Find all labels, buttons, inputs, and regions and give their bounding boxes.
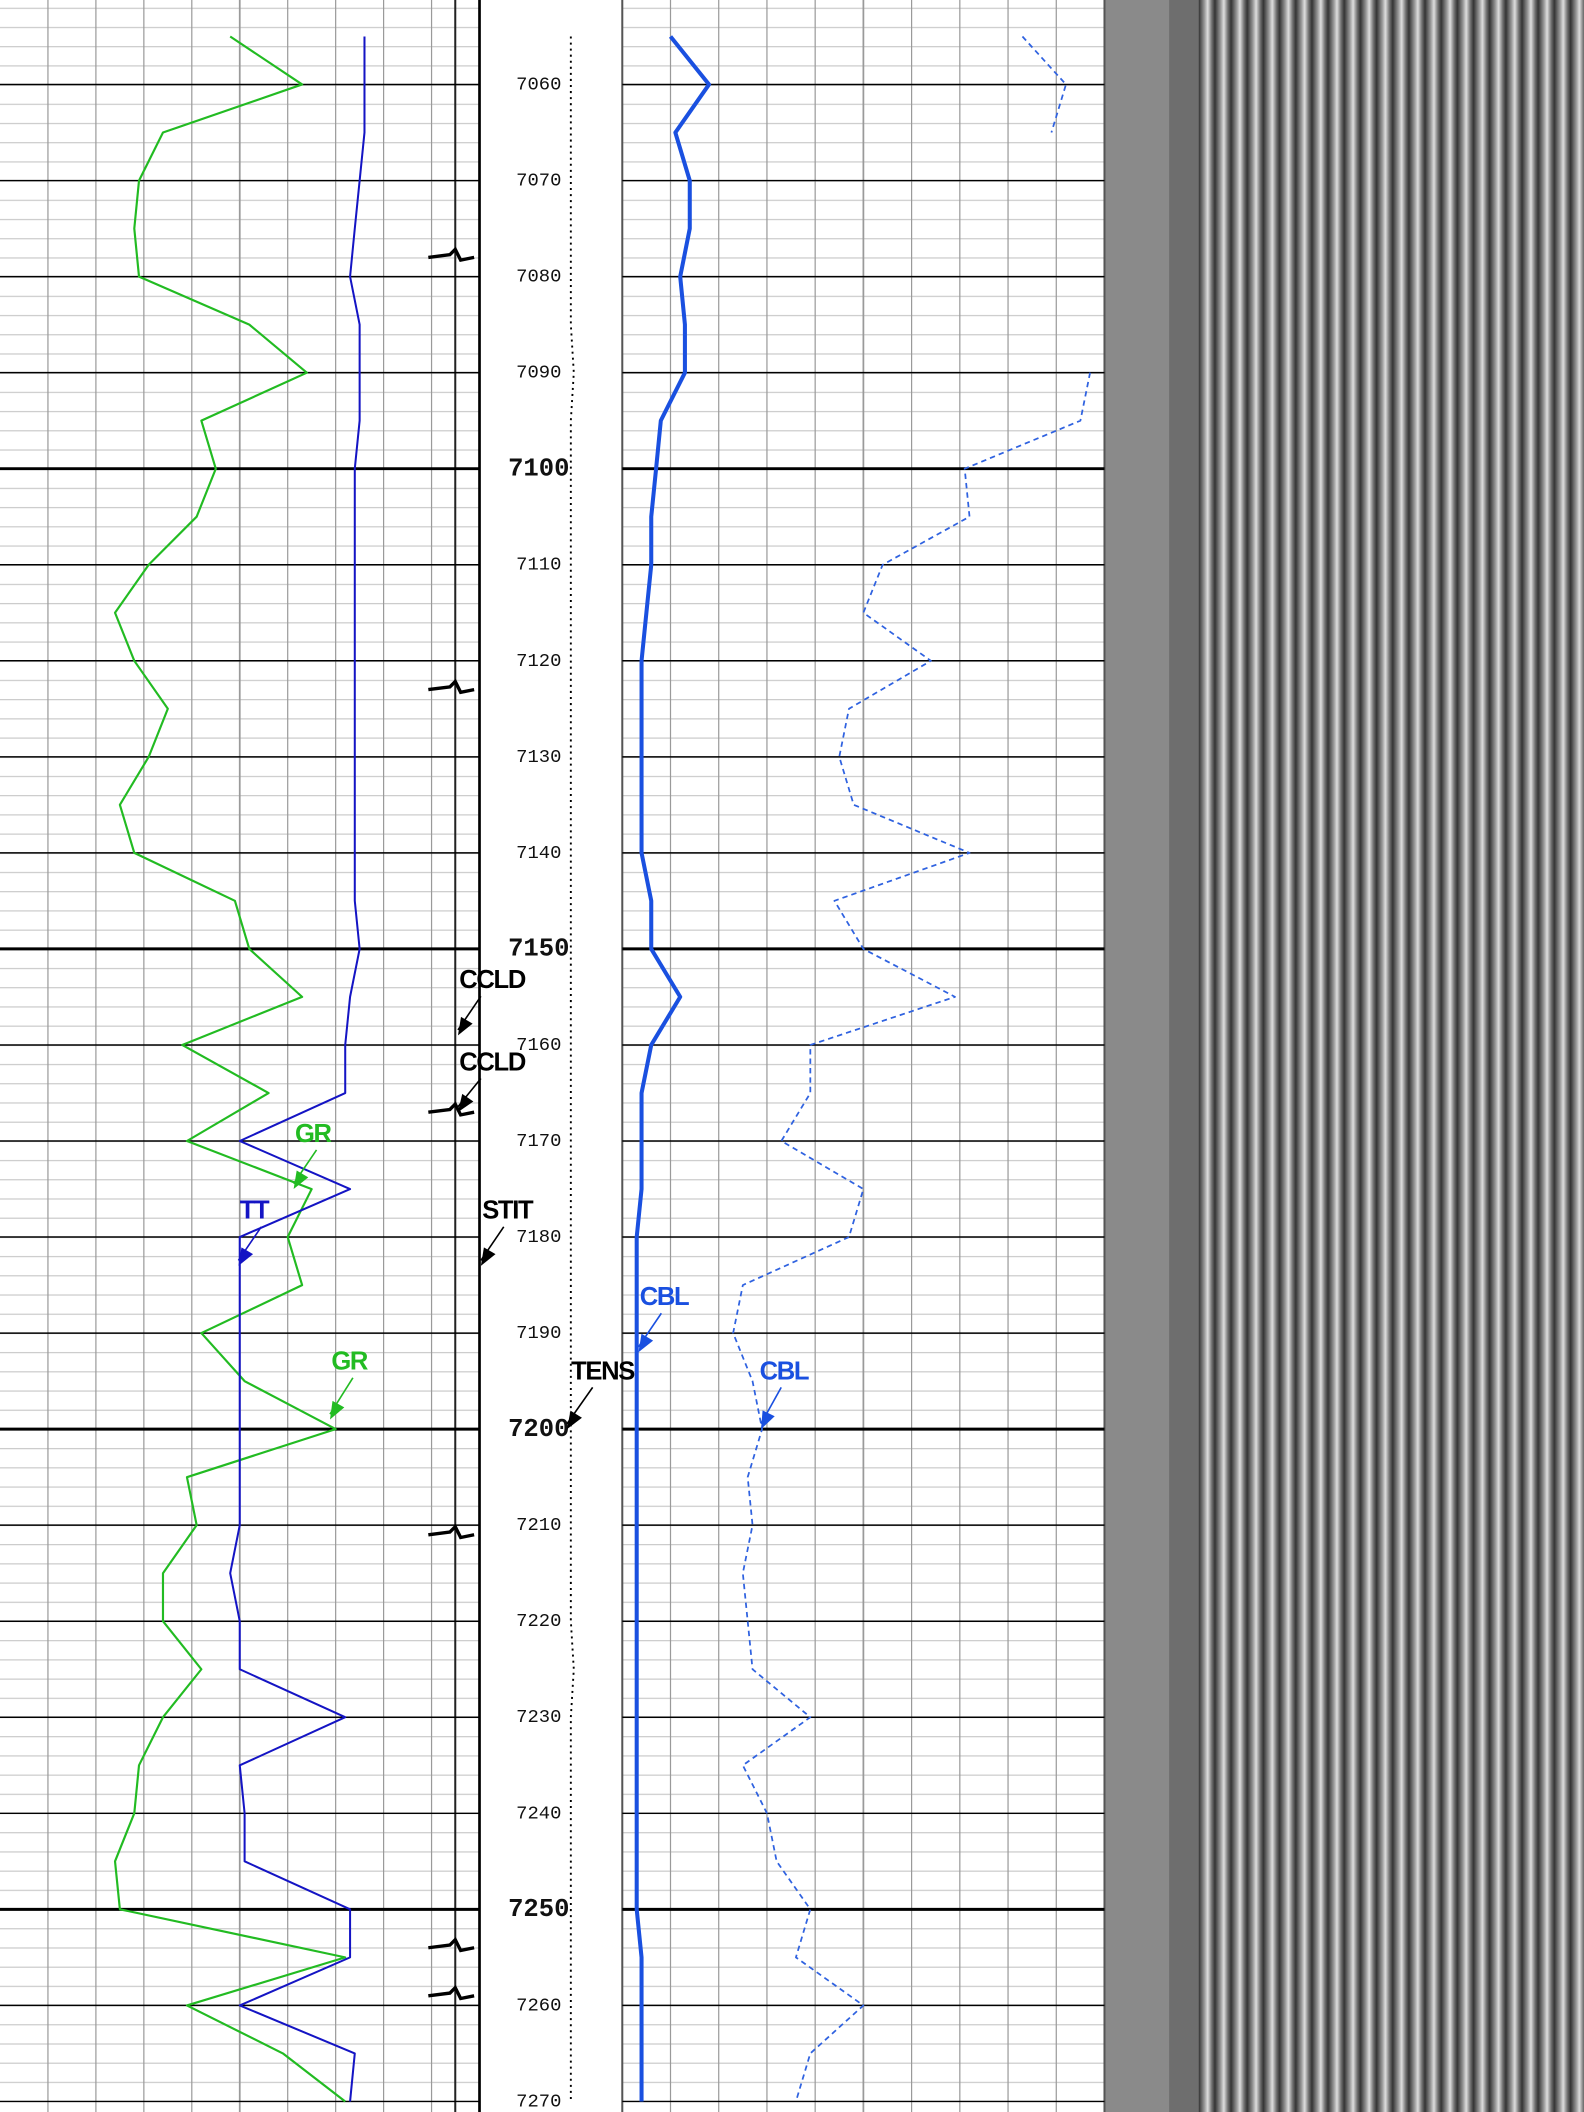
depth-label: 7090 xyxy=(516,362,561,384)
log-curve xyxy=(229,36,366,2102)
curve-label: STIT xyxy=(482,1197,534,1225)
curve-label: CBL xyxy=(760,1357,809,1385)
depth-label: 7270 xyxy=(516,2090,561,2112)
label-arrow xyxy=(480,1247,496,1266)
collar-spike xyxy=(428,678,475,695)
log-curve xyxy=(732,35,1091,2102)
label-arrow xyxy=(457,1093,474,1113)
depth-label: 7140 xyxy=(516,842,561,864)
depth-label: 7240 xyxy=(516,1802,561,1824)
depth-label: 7170 xyxy=(516,1130,561,1152)
depth-label: 7210 xyxy=(516,1514,561,1536)
collar-spike xyxy=(428,1984,475,2001)
depth-label: 7150 xyxy=(508,935,569,964)
depth-label: 7190 xyxy=(516,1322,561,1344)
collar-spike xyxy=(428,246,475,262)
depth-label: 7120 xyxy=(516,650,561,672)
depth-label: 7180 xyxy=(516,1226,561,1248)
log-curve xyxy=(569,36,575,2102)
curve-label: CBL xyxy=(640,1283,689,1311)
depth-label: 7130 xyxy=(516,746,561,768)
label-arrow xyxy=(638,1333,654,1353)
curve-label: TT xyxy=(240,1197,270,1225)
collar-spike xyxy=(428,1101,475,1117)
vdl-image xyxy=(1169,0,1199,2112)
curve-label: CCLD xyxy=(459,1048,526,1076)
depth-label: 7250 xyxy=(508,1895,569,1924)
depth-label: 7110 xyxy=(516,554,561,576)
log-curve xyxy=(113,35,347,2103)
curve-label: GR xyxy=(295,1120,332,1148)
label-arrow xyxy=(457,1016,473,1036)
depth-label: 7260 xyxy=(516,1994,561,2016)
label-arrow xyxy=(293,1170,309,1190)
curve-label: CCLD xyxy=(459,966,526,994)
collar-spike xyxy=(428,1936,475,1953)
label-arrow xyxy=(238,1247,254,1266)
depth-label: 7080 xyxy=(516,266,561,288)
depth-label: 7200 xyxy=(508,1415,569,1444)
vertical-grid xyxy=(47,0,1057,2112)
curve-label: TENS xyxy=(571,1357,635,1385)
log-curve xyxy=(634,35,712,2102)
depth-label: 7230 xyxy=(516,1706,561,1728)
vdl-image xyxy=(1182,0,1584,2112)
label-arrow xyxy=(761,1410,775,1430)
depth-label: 7160 xyxy=(516,1034,561,1056)
collar-spike xyxy=(428,1523,475,1540)
depth-label: 7070 xyxy=(516,170,561,192)
label-arrow xyxy=(330,1400,345,1420)
depth-label: 7100 xyxy=(508,454,569,483)
depth-label: 7220 xyxy=(516,1610,561,1632)
curve-label: GR xyxy=(331,1348,368,1376)
label-arrow xyxy=(567,1410,582,1430)
depth-label: 7060 xyxy=(516,74,561,96)
